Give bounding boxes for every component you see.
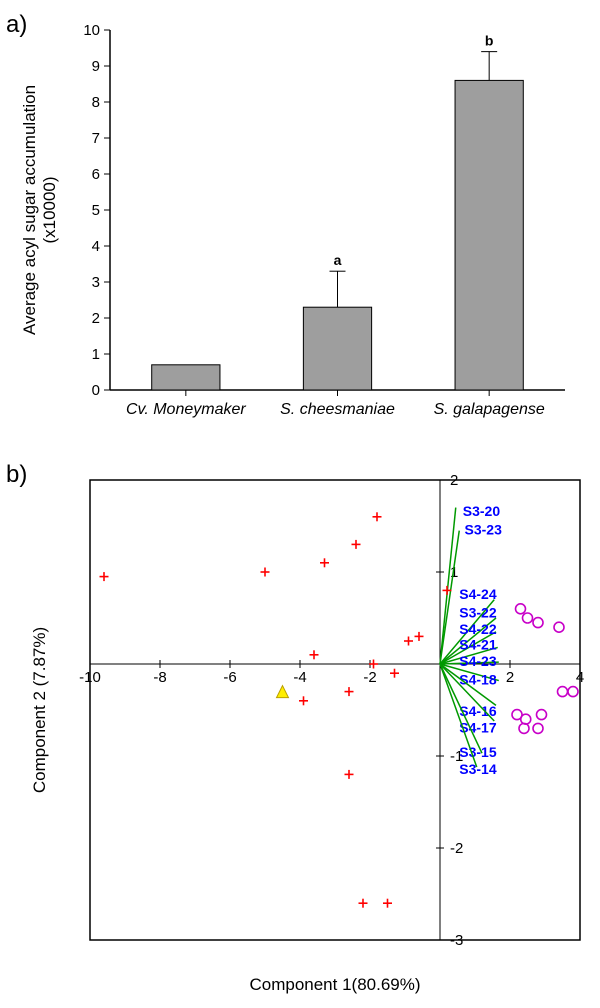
panel-b-letter: b) xyxy=(6,461,27,488)
panel-b-triangle xyxy=(277,686,289,698)
panel-b-xtick-label: -2 xyxy=(363,669,376,686)
panel-b-circle xyxy=(568,687,578,697)
panel-b-vector-label: S3-23 xyxy=(465,522,503,538)
panel-a-category-label: S. cheesmaniae xyxy=(280,401,395,418)
panel-a-bar xyxy=(455,80,523,390)
panel-b-xtick-label: -10 xyxy=(79,669,101,686)
panel-b-vector-label: S4-24 xyxy=(459,586,497,602)
panel-b-circle xyxy=(516,604,526,614)
panel-b-xtick-label: -8 xyxy=(153,669,166,686)
panel-a-category-label: Cv. Moneymaker xyxy=(126,401,246,418)
panel-b-xlabel: Component 1(80.69%) xyxy=(249,975,420,994)
panel-b-circle xyxy=(558,687,568,697)
panel-b-circle xyxy=(521,714,531,724)
panel-a-ytick-label: 8 xyxy=(92,94,100,111)
panel-b-circle xyxy=(554,622,564,632)
panel-b-border xyxy=(90,480,580,940)
panel-a-ytick-label: 4 xyxy=(92,238,100,255)
panel-a-ytick-label: 9 xyxy=(92,58,100,75)
panel-a-ytick-label: 10 xyxy=(83,22,100,39)
panel-b-ytick-label: -2 xyxy=(450,840,463,857)
panel-b-circle xyxy=(523,613,533,623)
panel-a-ytick-label: 0 xyxy=(92,382,100,399)
panel-a-letter: a) xyxy=(6,11,27,38)
panel-b-vector-label: S3-14 xyxy=(459,761,497,777)
panel-a-bar xyxy=(303,307,371,390)
panel-b-xtick-label: 4 xyxy=(576,669,584,686)
panel-b-circle xyxy=(533,723,543,733)
panel-b-vector xyxy=(440,508,456,664)
panel-a-category-label: S. galapagense xyxy=(434,401,545,418)
panel-b-vector-label: S3-20 xyxy=(463,503,501,519)
panel-b-circle xyxy=(537,710,547,720)
panel-a-ytick-label: 1 xyxy=(92,346,100,363)
panel-b-vector-label: S4-22 xyxy=(459,621,497,637)
panel-a-sig-letter: a xyxy=(334,252,342,268)
panel-b-ytick-label: 2 xyxy=(450,472,458,489)
panel-b-ylabel: Component 2 (7.87%) xyxy=(30,627,49,793)
panel-b-circle xyxy=(533,618,543,628)
figure-container: a) 0 1 2 3 4 5 6 7 8 9 10 Average acyl sugar accumul… xyxy=(0,0,600,1008)
panel-a-ytick-label: 3 xyxy=(92,274,100,291)
panel-a-ylabel: Average acyl sugar accumulation(x10000) xyxy=(20,85,59,335)
panel-b-xtick-label: -4 xyxy=(293,669,306,686)
panel-b-vector-label: S4-23 xyxy=(459,653,497,669)
panel-a-ytick-label: 6 xyxy=(92,166,100,183)
panel-b-vector-label: S4-21 xyxy=(459,637,497,653)
panel-b-circle xyxy=(519,723,529,733)
panel-a-bar xyxy=(152,365,220,390)
panel-b-vector-label: S4-18 xyxy=(459,672,497,688)
panel-a-ytick-label: 5 xyxy=(92,202,100,219)
panel-a-sig-letter: b xyxy=(485,33,494,49)
panel-b-vector-label: S3-22 xyxy=(459,604,497,620)
panel-b-ytick-label: -3 xyxy=(450,932,463,949)
figure-svg: a) 0 1 2 3 4 5 6 7 8 9 10 Average acyl sugar accumul… xyxy=(0,0,600,1008)
panel-a-ytick-label: 7 xyxy=(92,130,100,147)
panel-b-xtick-label: -6 xyxy=(223,669,236,686)
panel-b-vector-label: S3-15 xyxy=(459,744,497,760)
panel-a-ytick-label: 2 xyxy=(92,310,100,327)
panel-b-xtick-label: 2 xyxy=(506,669,514,686)
